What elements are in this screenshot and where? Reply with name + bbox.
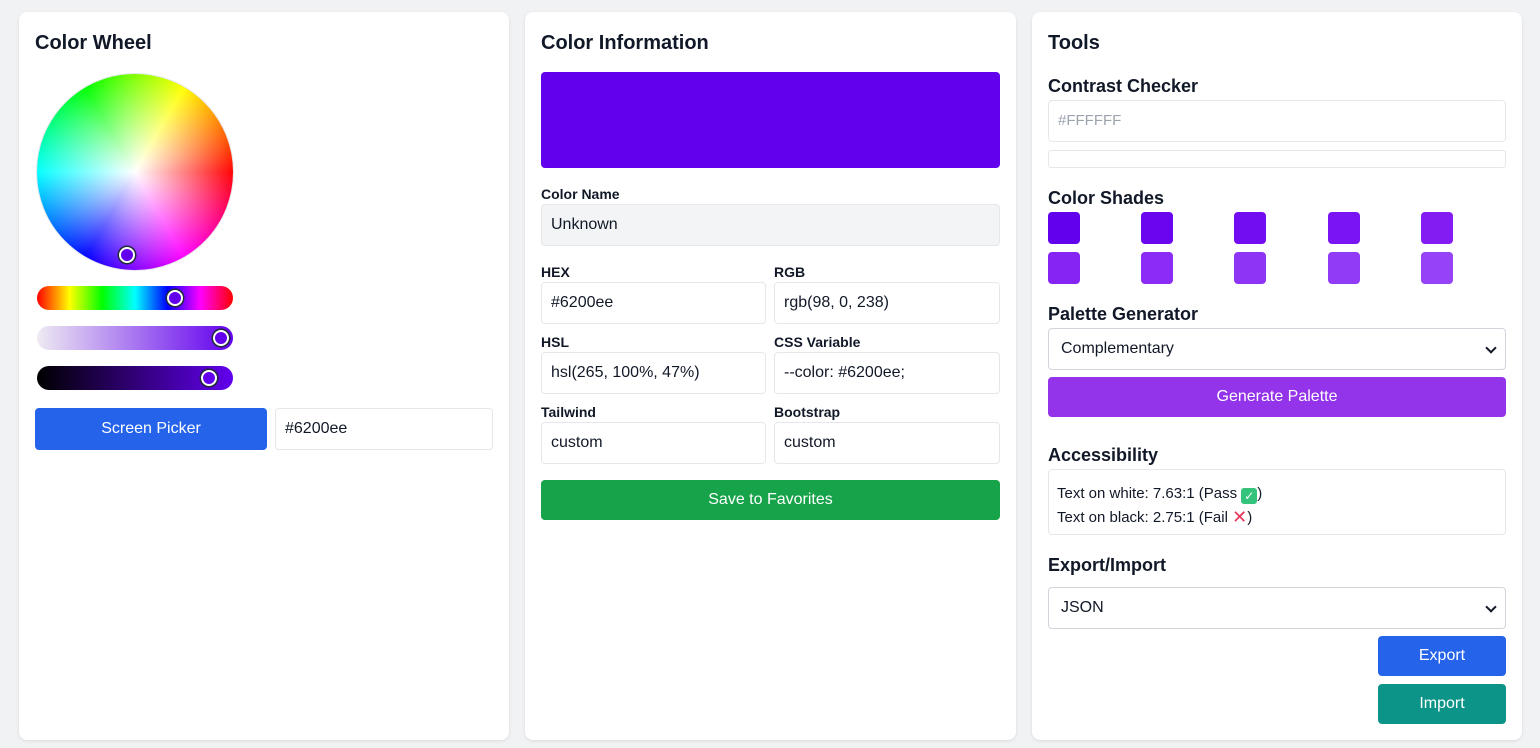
tools-title: Tools [1048,32,1100,54]
export-button[interactable]: Export [1378,636,1506,676]
saturation-slider-handle[interactable] [213,330,229,346]
css-variable-label: CSS Variable [774,334,861,350]
chevron-down-icon [1485,342,1497,354]
tailwind-field[interactable]: custom [541,422,766,464]
color-shade-swatch[interactable] [1328,252,1360,284]
palette-type-value: Complementary [1061,340,1174,357]
export-format-select[interactable]: JSON [1048,587,1506,629]
chevron-down-icon [1485,601,1497,613]
color-wheel-handle[interactable] [119,247,135,263]
hex-label: HEX [541,264,570,280]
current-color-swatch [541,72,1000,168]
hsl-field[interactable]: hsl(265, 100%, 47%) [541,352,766,394]
rgb-field[interactable]: rgb(98, 0, 238) [774,282,1000,324]
bootstrap-label: Bootstrap [774,404,841,420]
screen-picker-button[interactable]: Screen Picker [35,408,267,450]
color-name-field: Unknown [541,204,1000,246]
text-on-black-text: Text on black: 2.75:1 (Fail [1057,509,1228,526]
hsl-label: HSL [541,334,569,350]
tailwind-label: Tailwind [541,404,596,420]
color-shade-swatch[interactable] [1421,252,1453,284]
palette-type-select[interactable]: Complementary [1048,328,1506,370]
color-wheel-title: Color Wheel [35,32,152,54]
contrast-checker-title: Contrast Checker [1048,76,1199,96]
color-wheel-panel: Color Wheel Screen Picker #6200ee [19,12,509,740]
export-format-value: JSON [1061,599,1104,616]
bootstrap-field[interactable]: custom [774,422,1000,464]
color-information-panel: Color Information Color Name Unknown HEX… [525,12,1016,740]
color-shade-swatch[interactable] [1048,252,1080,284]
rgb-label: RGB [774,264,806,280]
hue-slider[interactable] [37,286,233,310]
text-on-white-text: Text on white: 7.63:1 (Pass [1057,485,1238,502]
color-wheel-saturation-overlay [37,74,233,270]
color-wheel[interactable] [36,73,234,271]
generate-palette-button[interactable]: Generate Palette [1048,377,1506,417]
color-shade-swatch[interactable] [1141,212,1173,244]
color-shades-title: Color Shades [1048,188,1165,208]
brightness-slider-handle[interactable] [201,370,217,386]
color-information-title: Color Information [541,32,709,54]
color-shade-swatch[interactable] [1141,252,1173,284]
color-shade-swatch[interactable] [1234,252,1266,284]
color-shade-swatch[interactable] [1048,212,1080,244]
hue-slider-handle[interactable] [167,290,183,306]
cross-icon: ✕ [1232,507,1248,527]
save-to-favorites-button[interactable]: Save to Favorites [541,480,1000,520]
check-icon: ✓ [1241,488,1258,504]
color-shade-swatch[interactable] [1328,212,1360,244]
contrast-result-bar [1048,150,1506,168]
css-variable-field[interactable]: --color: #6200ee; [774,352,1000,394]
saturation-slider[interactable] [37,326,233,350]
brightness-slider[interactable] [37,366,233,390]
accessibility-results: Text on white: 7.63:1 (Pass ✓) Text on b… [1048,469,1506,535]
color-shade-swatch[interactable] [1234,212,1266,244]
palette-generator-title: Palette Generator [1048,304,1199,324]
accessibility-title: Accessibility [1048,445,1159,465]
text-on-black-result: Text on black: 2.75:1 (Fail ✕) [1057,507,1253,527]
contrast-color-input[interactable]: #FFFFFF [1048,100,1506,142]
export-import-title: Export/Import [1048,555,1167,575]
text-on-white-result: Text on white: 7.63:1 (Pass ✓) [1057,485,1263,504]
hex-color-input[interactable]: #6200ee [275,408,493,450]
color-name-label: Color Name [541,186,620,202]
hex-field[interactable]: #6200ee [541,282,766,324]
color-shade-swatch[interactable] [1421,212,1453,244]
import-button[interactable]: Import [1378,684,1506,724]
tools-panel: Tools Contrast Checker #FFFFFF Color Sha… [1032,12,1522,740]
